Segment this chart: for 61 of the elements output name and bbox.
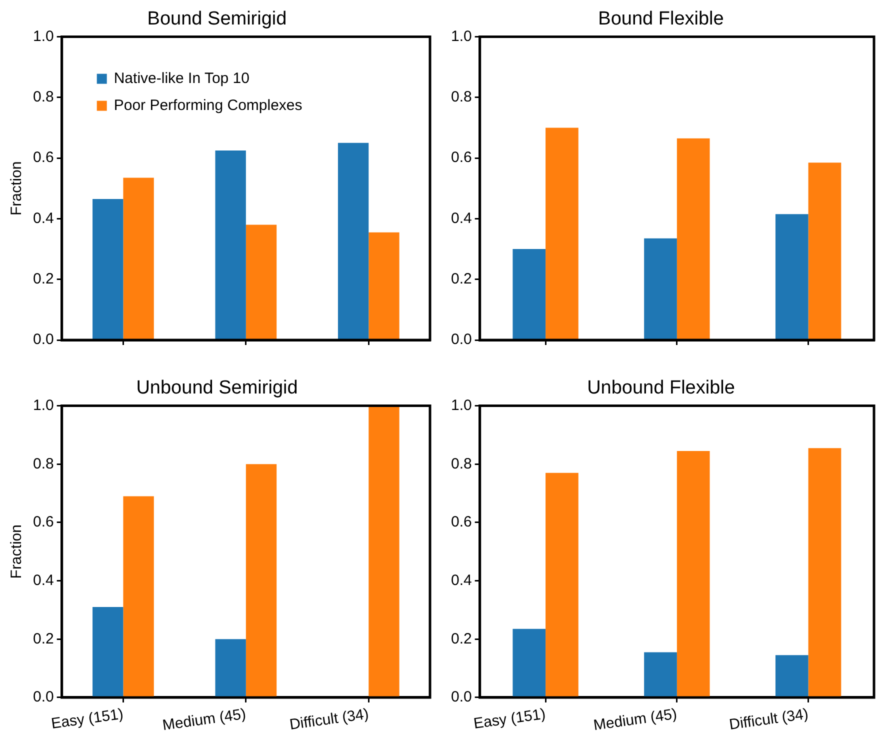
y-axis-title: Fraction [8, 524, 26, 579]
y-tick-label: 0.0 [32, 331, 54, 348]
y-tick-label: 0.6 [32, 514, 54, 531]
bar [512, 628, 546, 697]
y-tick-label: 0.8 [450, 455, 472, 472]
bar [644, 238, 677, 340]
chart-title: Bound Semirigid [147, 8, 287, 30]
y-tick-label: 0.4 [450, 572, 472, 589]
y-tick-label: 0.6 [450, 514, 472, 531]
y-tick-label: 0.8 [450, 88, 472, 106]
bar [512, 249, 546, 340]
chart-title: Unbound Semirigid [136, 378, 298, 399]
y-tick-label: 0.8 [32, 88, 54, 106]
bar [92, 199, 124, 340]
y-tick-label: 0.8 [32, 455, 54, 472]
y-axis-title: Fraction [8, 161, 26, 216]
y-tick-label: 0.0 [450, 331, 472, 348]
bar [546, 128, 578, 340]
x-tick-label: Medium (45) [161, 706, 248, 734]
y-tick-label: 0.6 [32, 149, 54, 166]
bar [215, 639, 246, 697]
bar [215, 150, 246, 340]
bar [644, 652, 677, 697]
bar [808, 448, 842, 697]
y-tick-label: 1.0 [32, 396, 54, 414]
bar [676, 138, 710, 340]
y-tick-label: 1.0 [32, 28, 54, 45]
bar [368, 406, 400, 697]
y-tick-label: 0.0 [32, 688, 54, 706]
y-tick-label: 0.0 [450, 688, 472, 706]
y-tick-label: 0.2 [32, 630, 54, 648]
y-tick-label: 1.0 [450, 28, 472, 45]
y-tick-label: 0.2 [450, 270, 472, 288]
bar [338, 142, 369, 340]
x-tick-label: Easy (151) [472, 706, 547, 733]
x-tick-label: Medium (45) [592, 706, 678, 734]
chart-title: Unbound Flexible [587, 378, 735, 399]
bar [808, 162, 842, 340]
y-tick-label: 0.2 [32, 270, 54, 288]
bar [123, 178, 154, 340]
bar [546, 472, 578, 697]
x-tick-label: Easy (151) [50, 706, 124, 733]
bar [775, 214, 808, 340]
x-tick-label: Difficult (34) [728, 706, 810, 734]
legend-label: Poor Performing Complexes [114, 96, 302, 114]
y-tick-label: 0.6 [450, 149, 472, 166]
y-tick-label: 1.0 [450, 396, 472, 414]
bar [775, 655, 808, 697]
y-tick-label: 0.4 [450, 210, 472, 227]
x-tick-label: Difficult (34) [288, 706, 370, 734]
legend-label: Native-like In Top 10 [114, 70, 250, 87]
y-tick-label: 0.2 [450, 630, 472, 648]
y-tick-label: 0.4 [32, 210, 54, 227]
bar [246, 464, 277, 697]
bar [246, 224, 277, 340]
chart-title: Bound Flexible [598, 8, 724, 30]
bar [123, 496, 154, 697]
bar [368, 232, 400, 340]
bar [676, 451, 710, 697]
bar [92, 607, 124, 697]
y-tick-label: 0.4 [32, 572, 54, 589]
